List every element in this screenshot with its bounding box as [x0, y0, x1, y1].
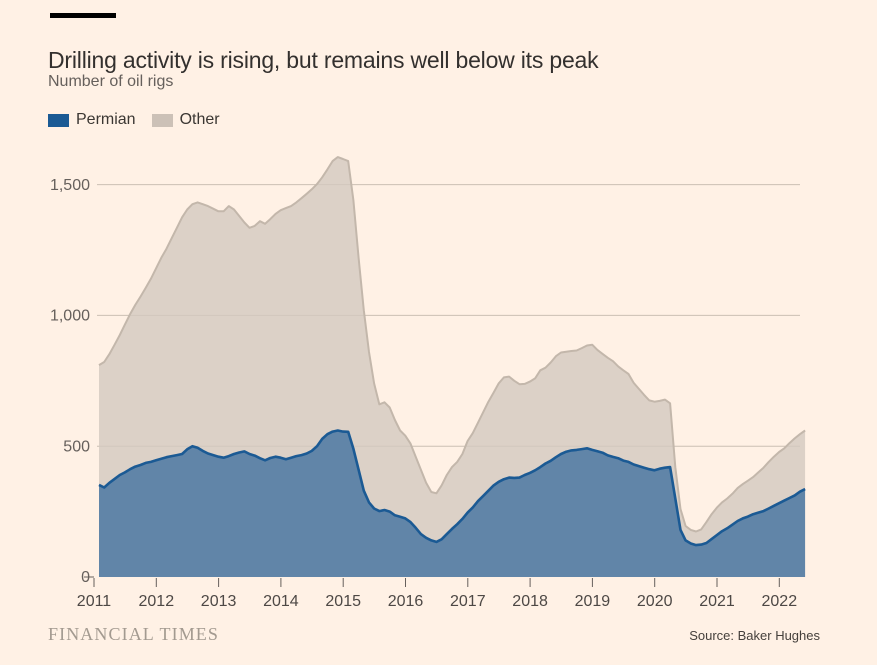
chart-title: Drilling activity is rising, but remains…	[48, 47, 599, 74]
x-axis-label: 2014	[263, 593, 299, 610]
financial-times-logo: FINANCIAL TIMES	[48, 624, 220, 644]
permian-swatch-icon	[48, 113, 69, 127]
other-swatch-icon	[151, 113, 173, 127]
x-axis-label: 2015	[325, 593, 361, 610]
y-axis-label: 0	[81, 569, 90, 586]
x-axis-label: 2012	[139, 593, 175, 610]
accent-bar	[50, 13, 116, 18]
legend-item-permian: Permian	[48, 111, 136, 129]
source-credit: Source: Baker Hughes	[689, 628, 820, 643]
x-axis-label: 2016	[388, 593, 424, 610]
legend-item-other: Other	[151, 111, 220, 129]
legend-label-permian: Permian	[76, 111, 136, 128]
stacked-area-plot: 0 500 1,000 1,500 2011 2012 2013 2014 2015 2016 20…	[50, 156, 806, 610]
y-axis-label: 500	[63, 438, 90, 455]
footer: FINANCIAL TIMES Source: Baker Hughes	[48, 624, 820, 645]
y-axis-label: 1,000	[50, 308, 90, 325]
x-axis-label: 2020	[637, 593, 673, 610]
x-axis-label: 2013	[201, 593, 237, 610]
chart-legend: Permian Other	[48, 111, 220, 129]
chart-subtitle: Number of oil rigs	[48, 73, 174, 90]
x-axis-label: 2019	[575, 593, 611, 610]
x-axis-label: 2011	[77, 593, 112, 610]
x-axis-label: 2017	[450, 593, 486, 610]
x-axis-label: 2018	[512, 593, 548, 610]
legend-label-other: Other	[179, 111, 220, 128]
rig-count-chart: 0 500 1,000 1,500 2011 2012 2013 2014 2015 2016 20…	[0, 140, 877, 620]
x-axis-label: 2021	[699, 593, 735, 610]
x-axis-label: 2022	[762, 593, 798, 610]
y-axis-label: 1,500	[50, 177, 90, 194]
